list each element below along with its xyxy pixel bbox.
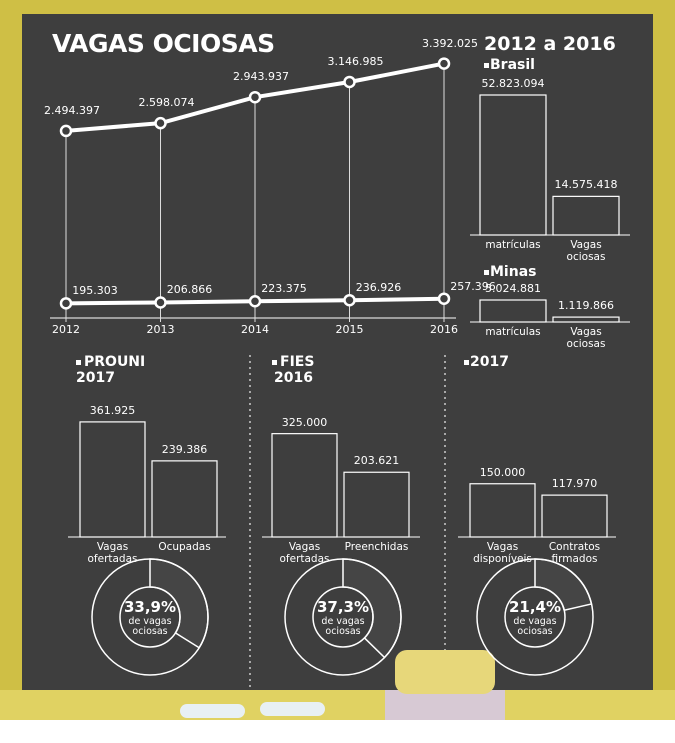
data-label: 150.000: [479, 465, 526, 479]
chart-subtitle: 2016: [274, 370, 313, 386]
data-label: 33,9%: [123, 598, 177, 616]
donut-caption: de vagas ociosas: [128, 616, 172, 638]
data-label: 236.926: [355, 281, 402, 295]
chalk-ledge: [0, 690, 675, 720]
point: [154, 116, 167, 130]
category-label: Preenchidas: [344, 541, 409, 553]
point: [437, 57, 451, 70]
category-label: matrículas: [485, 239, 541, 251]
point: [343, 293, 356, 307]
bullet: [464, 360, 469, 365]
data-label: 2.494.397: [44, 103, 100, 117]
category-label: Contratos firmados: [548, 541, 601, 565]
donut-slice: [149, 558, 209, 649]
data-label: 5.024.881: [485, 282, 541, 295]
data-label: 239.386: [161, 442, 208, 456]
data-label: 52.823.094: [481, 77, 545, 90]
chart-subtitle: 2017: [470, 354, 509, 370]
point: [343, 75, 356, 89]
bullet: [272, 360, 277, 365]
category-label: Vagas ofertadas: [87, 541, 138, 565]
bar: [343, 471, 410, 538]
data-label: 223.375: [261, 282, 307, 296]
point: [248, 294, 262, 308]
data-label: 2.598.074: [138, 96, 195, 110]
point: [154, 296, 167, 309]
bullet: [484, 270, 489, 275]
bar: [271, 433, 338, 538]
x-tick-label: 2012: [52, 323, 80, 336]
data-label: 3.146.985: [327, 54, 384, 68]
bar: [541, 494, 608, 538]
chart-subtitle: 2017: [76, 370, 115, 386]
category-label: Vagas disponíveis: [473, 541, 532, 565]
data-label: 206.866: [166, 283, 213, 297]
bar: [552, 195, 620, 236]
data-label: 257.396: [450, 279, 496, 293]
category-label: Ocupadas: [158, 541, 211, 553]
x-tick-label: 2015: [335, 323, 364, 336]
data-label: 117.970: [551, 477, 598, 491]
chalk: [180, 704, 245, 718]
eraser-base: [385, 690, 505, 720]
data-label: 203.621: [353, 454, 400, 468]
category-label: Vagas ociosas: [566, 326, 606, 350]
bullet: [484, 63, 489, 68]
chart-title: PROUNI: [84, 354, 146, 370]
data-label: 195.303: [72, 284, 118, 298]
chart-title: FIES: [280, 354, 315, 370]
bar: [552, 316, 620, 323]
donut-caption: de vagas ociosas: [321, 616, 365, 638]
data-label: 21,4%: [508, 598, 562, 616]
data-label: 37,3%: [316, 598, 370, 616]
category-label: matrículas: [485, 326, 541, 338]
donut-slice: [342, 558, 402, 659]
data-label: 2.943.937: [233, 70, 289, 84]
chart-subtitle: Minas: [490, 264, 537, 280]
chart-subtitle: Brasil: [490, 57, 535, 73]
bar: [469, 483, 536, 538]
donut-caption: de vagas ociosas: [513, 616, 557, 638]
chalk: [260, 702, 325, 716]
bar: [479, 299, 547, 323]
eraser-top: [395, 650, 495, 694]
donut-slice: [534, 558, 593, 612]
category-label: Vagas ofertadas: [279, 541, 330, 565]
category-label: Vagas ociosas: [566, 239, 606, 263]
data-label: 325.000: [281, 415, 328, 429]
x-tick-label: 2014: [241, 323, 269, 336]
bar: [479, 94, 547, 236]
bullet: [76, 360, 81, 365]
point: [248, 90, 262, 104]
x-tick-label: 2013: [146, 323, 175, 336]
point: [437, 292, 451, 305]
bar: [151, 460, 218, 538]
point: [59, 297, 73, 310]
bar: [79, 421, 146, 538]
data-label: 14.575.418: [554, 178, 618, 192]
data-label: 1.119.866: [558, 299, 614, 313]
x-tick-label: 2016: [430, 323, 458, 336]
chart-title: 2012 a 2016: [484, 33, 616, 55]
data-label: 3.392.025: [422, 36, 478, 50]
chart-title: VAGAS OCIOSAS: [52, 29, 275, 58]
point: [59, 124, 73, 138]
data-label: 361.925: [89, 403, 136, 417]
